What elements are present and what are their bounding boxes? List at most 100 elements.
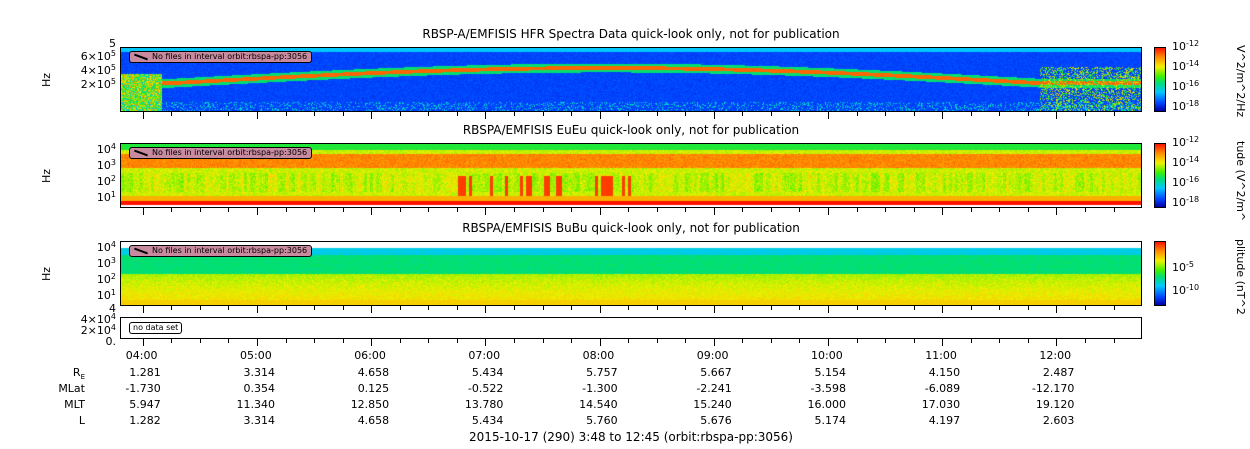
x-minor-tick	[513, 112, 515, 116]
x-minor-tick	[970, 208, 972, 212]
x-minor-tick	[685, 208, 687, 212]
x-major-tick	[371, 208, 373, 215]
ephemeris-value: 0.354	[243, 382, 276, 395]
x-minor-tick	[342, 306, 344, 310]
ephemeris-value: 5.667	[700, 366, 732, 379]
x-minor-tick	[571, 112, 573, 116]
x-major-tick	[942, 306, 944, 313]
x-major-tick	[485, 339, 487, 346]
y-tick-top: 4	[109, 302, 116, 315]
x-minor-tick	[456, 208, 458, 212]
y-tick-label: 101	[96, 190, 116, 204]
x-minor-tick	[456, 339, 458, 343]
spectrogram-panel: no data set	[120, 317, 1142, 339]
tick-exponent: 2	[110, 174, 116, 183]
x-major-tick	[713, 339, 715, 346]
x-minor-tick	[913, 306, 915, 310]
ephemeris-value: 1.282	[129, 414, 161, 427]
ephemeris-label: MLat	[25, 382, 85, 395]
tick-exponent: 5	[110, 49, 116, 58]
tick-exponent: -18	[1186, 194, 1200, 204]
x-minor-tick	[542, 208, 544, 212]
x-major-tick	[142, 112, 144, 119]
ephemeris-value: 17.030	[921, 398, 961, 411]
label-text: MLT	[64, 398, 85, 411]
x-minor-tick	[314, 112, 316, 116]
x-minor-tick	[1084, 339, 1086, 343]
x-minor-tick	[542, 339, 544, 343]
ephemeris-value: 16.000	[807, 398, 847, 411]
tick-exponent: -5	[1186, 260, 1194, 270]
x-major-tick	[1056, 306, 1058, 313]
x-major-tick	[713, 306, 715, 313]
label-text: R	[72, 366, 81, 379]
x-major-tick	[713, 112, 715, 119]
x-minor-tick	[770, 112, 772, 116]
x-minor-tick	[1113, 339, 1115, 343]
x-major-tick	[942, 112, 944, 119]
x-tick-label: 06:00	[354, 349, 386, 362]
colorbar-tick: 10-14	[1172, 154, 1200, 169]
x-major-tick	[599, 208, 601, 215]
ephemeris-value: 19.120	[1035, 398, 1075, 411]
x-major-tick	[828, 208, 829, 215]
ephemeris-value: 5.434	[471, 414, 504, 427]
x-minor-tick	[770, 339, 772, 343]
colorbar-tick: 10-10	[1172, 283, 1200, 297]
notice-text: No files in interval orbit:rbspa-pp:3056	[152, 52, 308, 61]
colorbar-tick: 10-18	[1172, 98, 1200, 113]
y-tick-label: 102	[96, 174, 116, 188]
spectrogram-panel: No files in interval orbit:rbspa-pp:3056	[120, 47, 1142, 112]
x-minor-tick	[228, 208, 230, 212]
ephemeris-label: RE	[25, 366, 85, 381]
x-minor-tick	[742, 339, 744, 343]
ephemeris-value: 1.281	[129, 366, 161, 379]
x-minor-tick	[314, 339, 316, 343]
x-major-tick	[942, 208, 944, 215]
ephemeris-value: -0.522	[467, 382, 504, 395]
x-major-tick	[1056, 112, 1058, 119]
x-minor-tick	[456, 112, 458, 116]
x-minor-tick	[571, 306, 573, 310]
tick-exponent: -16	[1186, 78, 1200, 88]
tick-exponent: 5	[110, 63, 116, 72]
x-major-tick	[142, 306, 144, 313]
x-minor-tick	[656, 112, 658, 116]
ephemeris-value: -3.598	[810, 382, 846, 395]
tick-mantissa: 2×10	[80, 78, 111, 91]
tick-exponent: 4	[110, 312, 116, 321]
x-minor-tick	[742, 306, 744, 310]
tick-exponent: 1	[110, 190, 116, 199]
x-minor-tick	[885, 112, 887, 116]
ephemeris-value: 5.174	[814, 414, 847, 427]
x-minor-tick	[742, 208, 744, 212]
footer-caption: 2015-10-17 (290) 3:48 to 12:45 (orbit:rb…	[469, 430, 793, 444]
x-major-tick	[257, 306, 258, 313]
x-minor-tick	[428, 339, 430, 343]
x-minor-tick	[228, 112, 230, 116]
ephemeris-value: 0.125	[357, 382, 390, 395]
x-minor-tick	[399, 208, 401, 212]
tick-exponent: 4	[110, 240, 116, 249]
colorbar-tick: 10-12	[1172, 39, 1200, 53]
colorbar	[1154, 143, 1166, 208]
tick-exponent: -16	[1186, 174, 1200, 184]
ephemeris-value: 13.780	[464, 398, 504, 411]
tick-exponent: -14	[1186, 58, 1200, 68]
x-minor-tick	[1113, 306, 1115, 310]
y-tick-label: 102	[96, 272, 116, 286]
ephemeris-value: 4.197	[928, 414, 961, 427]
panel-title: RBSPA/EMFISIS BuBu quick-look only, not …	[462, 221, 800, 235]
y-tick-top: 5	[109, 37, 116, 50]
spectrogram-panel: No files in interval orbit:rbspa-pp:3056	[120, 143, 1142, 208]
ephemeris-value: 3.314	[243, 414, 276, 427]
tick-mantissa: 6×10	[80, 50, 111, 63]
ephemeris-value: 4.658	[357, 366, 390, 379]
y-tick-label: 4×105	[60, 63, 116, 77]
x-minor-tick	[656, 339, 658, 343]
x-major-tick	[257, 339, 258, 346]
x-tick-label: 04:00	[125, 349, 158, 362]
y-axis-label: Hz	[40, 266, 54, 281]
x-tick-label: 12:00	[1039, 349, 1072, 362]
ephemeris-value: -6.089	[924, 382, 961, 395]
